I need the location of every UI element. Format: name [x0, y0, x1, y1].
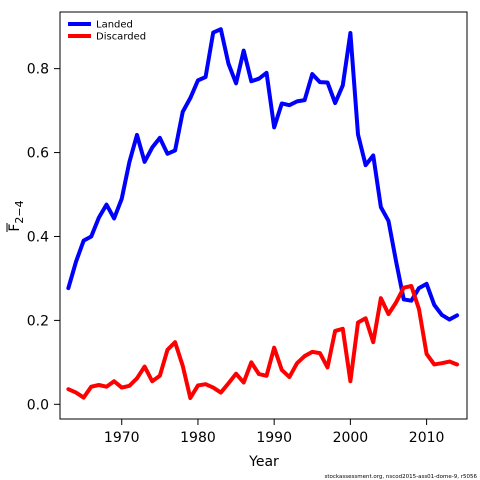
x-axis-title: Year	[248, 454, 279, 470]
y-tick-label-0.6: 0.6	[27, 146, 49, 162]
y-tick-label-0.0: 0.0	[27, 397, 49, 413]
y-tick-label-0.4: 0.4	[27, 229, 49, 245]
y-tick-label-0.2: 0.2	[27, 313, 49, 329]
x-axis: 1970 1980 1990 2000 2010	[104, 419, 445, 446]
x-tick-label-2000: 2000	[333, 430, 369, 446]
y-axis-title-main: F	[7, 224, 23, 232]
legend-label-landed: Landed	[96, 20, 133, 31]
x-tick-label-1980: 1980	[180, 430, 216, 446]
y-axis-title-subscript: 2−4	[13, 200, 26, 223]
legend-label-discarded: Discarded	[96, 32, 146, 43]
footnote: stockassessment.org, nscod2015-ass01-dom…	[325, 474, 478, 480]
y-axis-title: F2−4	[6, 200, 26, 232]
x-tick-label-1970: 1970	[104, 430, 140, 446]
x-tick-label-2010: 2010	[409, 430, 445, 446]
plot-frame	[59, 11, 468, 420]
series-line-discarded	[66, 283, 460, 401]
y-axis: 0.0 0.2 0.4 0.6 0.8	[27, 62, 60, 413]
series-line-landed	[66, 27, 460, 322]
legend: Landed Discarded	[68, 20, 146, 43]
y-tick-label-0.8: 0.8	[27, 62, 49, 78]
x-tick-label-1990: 1990	[256, 430, 292, 446]
svg-text:F2−4: F2−4	[7, 200, 26, 231]
series-layer	[66, 27, 460, 401]
